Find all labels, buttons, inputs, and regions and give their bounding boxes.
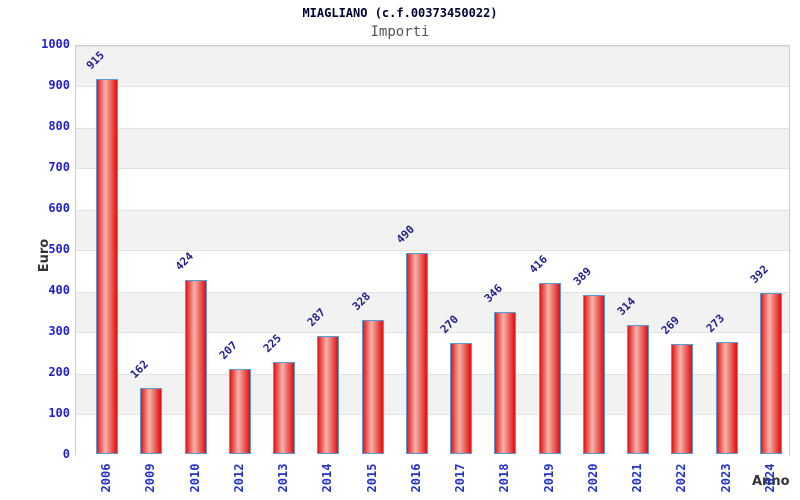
- x-tick-label: 2020: [585, 463, 600, 493]
- y-tick-label: 900: [48, 78, 70, 92]
- bar-2019: [538, 283, 561, 454]
- y-tick-label: 500: [48, 242, 70, 256]
- bar-2012: [228, 369, 251, 454]
- x-tick-label: 2017: [453, 463, 468, 493]
- y-tick-label: 800: [48, 119, 70, 133]
- bar-2009: [140, 388, 163, 454]
- grid-band: [76, 292, 789, 333]
- x-tick-label: 2019: [541, 463, 556, 493]
- chart-subtitle: Importi: [370, 24, 430, 40]
- x-axis-label: Anno: [752, 474, 790, 489]
- grid-band: [76, 169, 789, 210]
- y-tick-label: 600: [48, 201, 70, 215]
- x-tick-label: 2018: [497, 463, 512, 493]
- bar-2010: [184, 280, 207, 454]
- x-tick-label: 2023: [718, 463, 733, 493]
- bar-2024: [759, 293, 782, 454]
- y-tick-label: 300: [48, 324, 70, 338]
- bar-2021: [627, 325, 650, 454]
- x-tick-label: 2014: [320, 463, 335, 493]
- grid-band: [76, 46, 789, 87]
- x-tick-label: 2022: [674, 463, 689, 493]
- bar-2020: [582, 295, 605, 454]
- chart-title: MIAGLIANO (c.f.00373450022): [302, 6, 498, 20]
- y-tick-label: 700: [48, 160, 70, 174]
- grid-band: [76, 87, 789, 128]
- y-tick-label: 100: [48, 406, 70, 420]
- x-tick-label: 2015: [364, 463, 379, 493]
- x-tick-label: 2012: [231, 463, 246, 493]
- y-tick-label: 400: [48, 283, 70, 297]
- y-tick-label: 1000: [41, 37, 70, 51]
- x-tick-label: 2010: [187, 463, 202, 493]
- bar-2016: [405, 253, 428, 454]
- bar-2023: [715, 342, 738, 454]
- x-tick-label: 2006: [99, 463, 114, 493]
- grid-band: [76, 210, 789, 251]
- bar-2015: [361, 320, 384, 454]
- plot-area: [75, 45, 790, 456]
- grid-band: [76, 251, 789, 292]
- bar-2006: [96, 79, 119, 454]
- y-tick-label: 0: [62, 447, 70, 461]
- bar-2022: [671, 344, 694, 454]
- x-tick-label: 2009: [143, 463, 158, 493]
- bar-2018: [494, 312, 517, 454]
- x-tick-label: 2016: [408, 463, 423, 493]
- bar-2014: [317, 336, 340, 454]
- grid-band: [76, 128, 789, 169]
- x-tick-label: 2013: [276, 463, 291, 493]
- x-tick-label: 2021: [630, 463, 645, 493]
- y-tick-label: 200: [48, 365, 70, 379]
- bar-2013: [273, 362, 296, 454]
- bar-2017: [450, 343, 473, 454]
